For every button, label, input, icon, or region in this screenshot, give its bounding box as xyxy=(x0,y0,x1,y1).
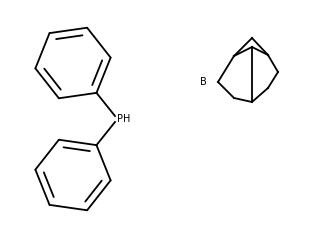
Text: B: B xyxy=(200,77,207,87)
Text: PH: PH xyxy=(117,114,130,124)
